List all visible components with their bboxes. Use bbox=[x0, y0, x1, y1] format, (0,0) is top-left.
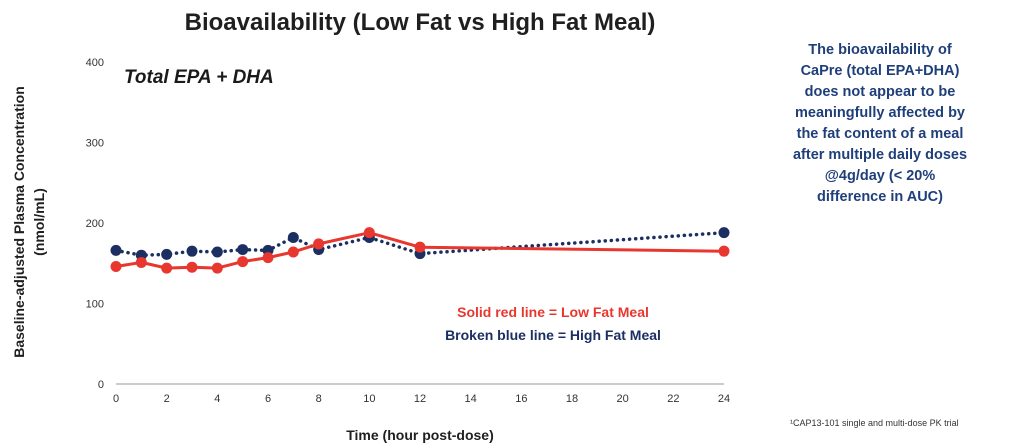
summary-note-line: does not appear to be bbox=[804, 84, 956, 100]
x-tick-label: 10 bbox=[363, 393, 375, 405]
x-tick-label: 8 bbox=[316, 393, 322, 405]
summary-note-line: meaningfully affected by bbox=[794, 105, 965, 121]
y-tick-label: 0 bbox=[98, 379, 104, 391]
x-tick-label: 22 bbox=[667, 393, 679, 405]
y-tick-label: 400 bbox=[86, 57, 104, 69]
data-point-high-fat-meal bbox=[161, 248, 173, 260]
summary-note-line: @4g/day (< 20% bbox=[824, 168, 936, 184]
data-point-high-fat-meal bbox=[110, 244, 122, 256]
x-tick-label: 2 bbox=[164, 393, 170, 405]
x-tick-label: 14 bbox=[465, 393, 477, 405]
data-point-high-fat-meal bbox=[718, 227, 730, 239]
data-point-low-fat-meal bbox=[186, 261, 198, 273]
chart-subtitle: Total EPA + DHA bbox=[124, 67, 274, 88]
data-point-low-fat-meal bbox=[414, 241, 426, 253]
y-axis-label-line-2: (nmol/mL) bbox=[31, 188, 47, 256]
summary-note-line: The bioavailability of bbox=[808, 42, 952, 58]
legend-entry-low-fat: Solid red line = Low Fat Meal bbox=[457, 304, 649, 320]
data-point-high-fat-meal bbox=[211, 246, 223, 258]
data-point-low-fat-meal bbox=[110, 260, 122, 272]
data-point-high-fat-meal bbox=[287, 231, 299, 243]
x-tick-label: 18 bbox=[566, 393, 578, 405]
y-tick-label: 200 bbox=[86, 218, 104, 230]
x-tick-label: 16 bbox=[515, 393, 527, 405]
x-tick-label: 12 bbox=[414, 393, 426, 405]
y-axis-label-line-1: Baseline-adjusted Plasma Concentration bbox=[11, 86, 27, 358]
x-tick-label: 24 bbox=[718, 393, 730, 405]
data-point-low-fat-meal bbox=[135, 256, 147, 268]
legend-entry-high-fat: Broken blue line = High Fat Meal bbox=[445, 327, 661, 343]
x-tick-label: 6 bbox=[265, 393, 271, 405]
chart-title: Bioavailability (Low Fat vs High Fat Mea… bbox=[185, 9, 656, 36]
data-point-low-fat-meal bbox=[161, 262, 173, 274]
series-line-high-fat-meal bbox=[114, 230, 726, 257]
y-tick-label: 100 bbox=[86, 299, 104, 311]
data-point-low-fat-meal bbox=[718, 245, 730, 257]
y-tick-label: 300 bbox=[86, 138, 104, 150]
data-point-low-fat-meal bbox=[287, 246, 299, 258]
x-axis-label: Time (hour post-dose) bbox=[346, 427, 494, 443]
x-tick-labels: 0 2 4 6 8 10 12 14 16 18 20 22 24 bbox=[113, 393, 730, 405]
summary-note-line: CaPre (total EPA+DHA) bbox=[800, 63, 960, 79]
data-point-low-fat-meal bbox=[237, 256, 249, 268]
series-layer bbox=[110, 227, 730, 274]
summary-note-line: the fat content of a meal bbox=[796, 126, 964, 142]
data-point-low-fat-meal bbox=[313, 238, 325, 250]
data-point-low-fat-meal bbox=[262, 252, 274, 264]
x-tick-label: 0 bbox=[113, 393, 119, 405]
summary-note: The bioavailability of CaPre (total EPA+… bbox=[755, 40, 1005, 208]
footnote: ¹CAP13-101 single and multi-dose PK tria… bbox=[790, 418, 959, 428]
x-tick-label: 20 bbox=[617, 393, 629, 405]
summary-note-line: after multiple daily doses bbox=[792, 147, 968, 163]
x-tick-label: 4 bbox=[214, 393, 220, 405]
data-point-high-fat-meal bbox=[186, 245, 198, 257]
data-point-low-fat-meal bbox=[363, 227, 375, 239]
data-point-high-fat-meal bbox=[237, 244, 249, 256]
summary-note-line: difference in AUC) bbox=[817, 189, 943, 205]
data-point-low-fat-meal bbox=[211, 262, 223, 274]
y-tick-labels: 0 100 200 300 400 bbox=[86, 57, 104, 391]
